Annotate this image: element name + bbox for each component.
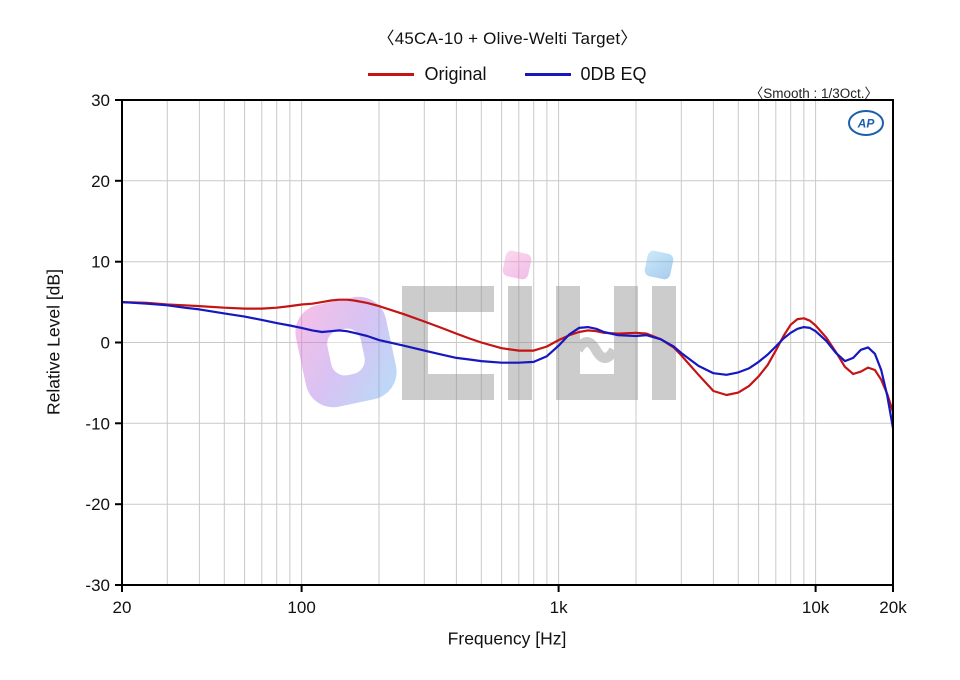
legend-item-original: Original <box>368 64 487 85</box>
watermark-wave-glyph <box>573 337 619 363</box>
svg-text:20k: 20k <box>879 598 907 617</box>
svg-text:0: 0 <box>101 334 110 353</box>
svg-text:10: 10 <box>91 253 110 272</box>
ap-logo-text: AP <box>857 117 876 131</box>
svg-text:100: 100 <box>287 598 315 617</box>
legend-swatch-original <box>368 73 415 76</box>
svg-text:20: 20 <box>91 172 110 191</box>
legend-swatch-0db-eq <box>524 73 571 76</box>
legend-label-original: Original <box>424 64 487 84</box>
watermark-gray-glyphs <box>402 286 676 400</box>
watermark-zero-glyph <box>295 296 397 408</box>
svg-text:20: 20 <box>113 598 132 617</box>
smoothing-note: 〈Smooth : 1/3Oct.〉 <box>749 86 878 101</box>
svg-text:1k: 1k <box>550 598 568 617</box>
svg-text:-10: -10 <box>85 414 110 433</box>
svg-text:-20: -20 <box>85 495 110 514</box>
x-axis-label: Frequency [Hz] <box>447 628 567 649</box>
ap-logo: AP <box>848 110 884 136</box>
svg-text:30: 30 <box>91 91 110 110</box>
chart-title: 〈45CA-10 + Olive-Welti Target〉 <box>377 29 638 48</box>
legend-label-0db-eq: 0DB EQ <box>580 64 647 84</box>
watermark-pink-dot <box>502 250 532 280</box>
grid-lines <box>122 100 893 585</box>
svg-text:-30: -30 <box>85 576 110 595</box>
watermark-0dbi-logo <box>295 250 676 408</box>
chart-legend: Original 0DB EQ <box>122 64 893 85</box>
watermark-blue-dot <box>644 250 674 280</box>
chart-series <box>120 298 895 430</box>
legend-item-0db-eq: 0DB EQ <box>524 64 647 85</box>
svg-text:10k: 10k <box>802 598 830 617</box>
